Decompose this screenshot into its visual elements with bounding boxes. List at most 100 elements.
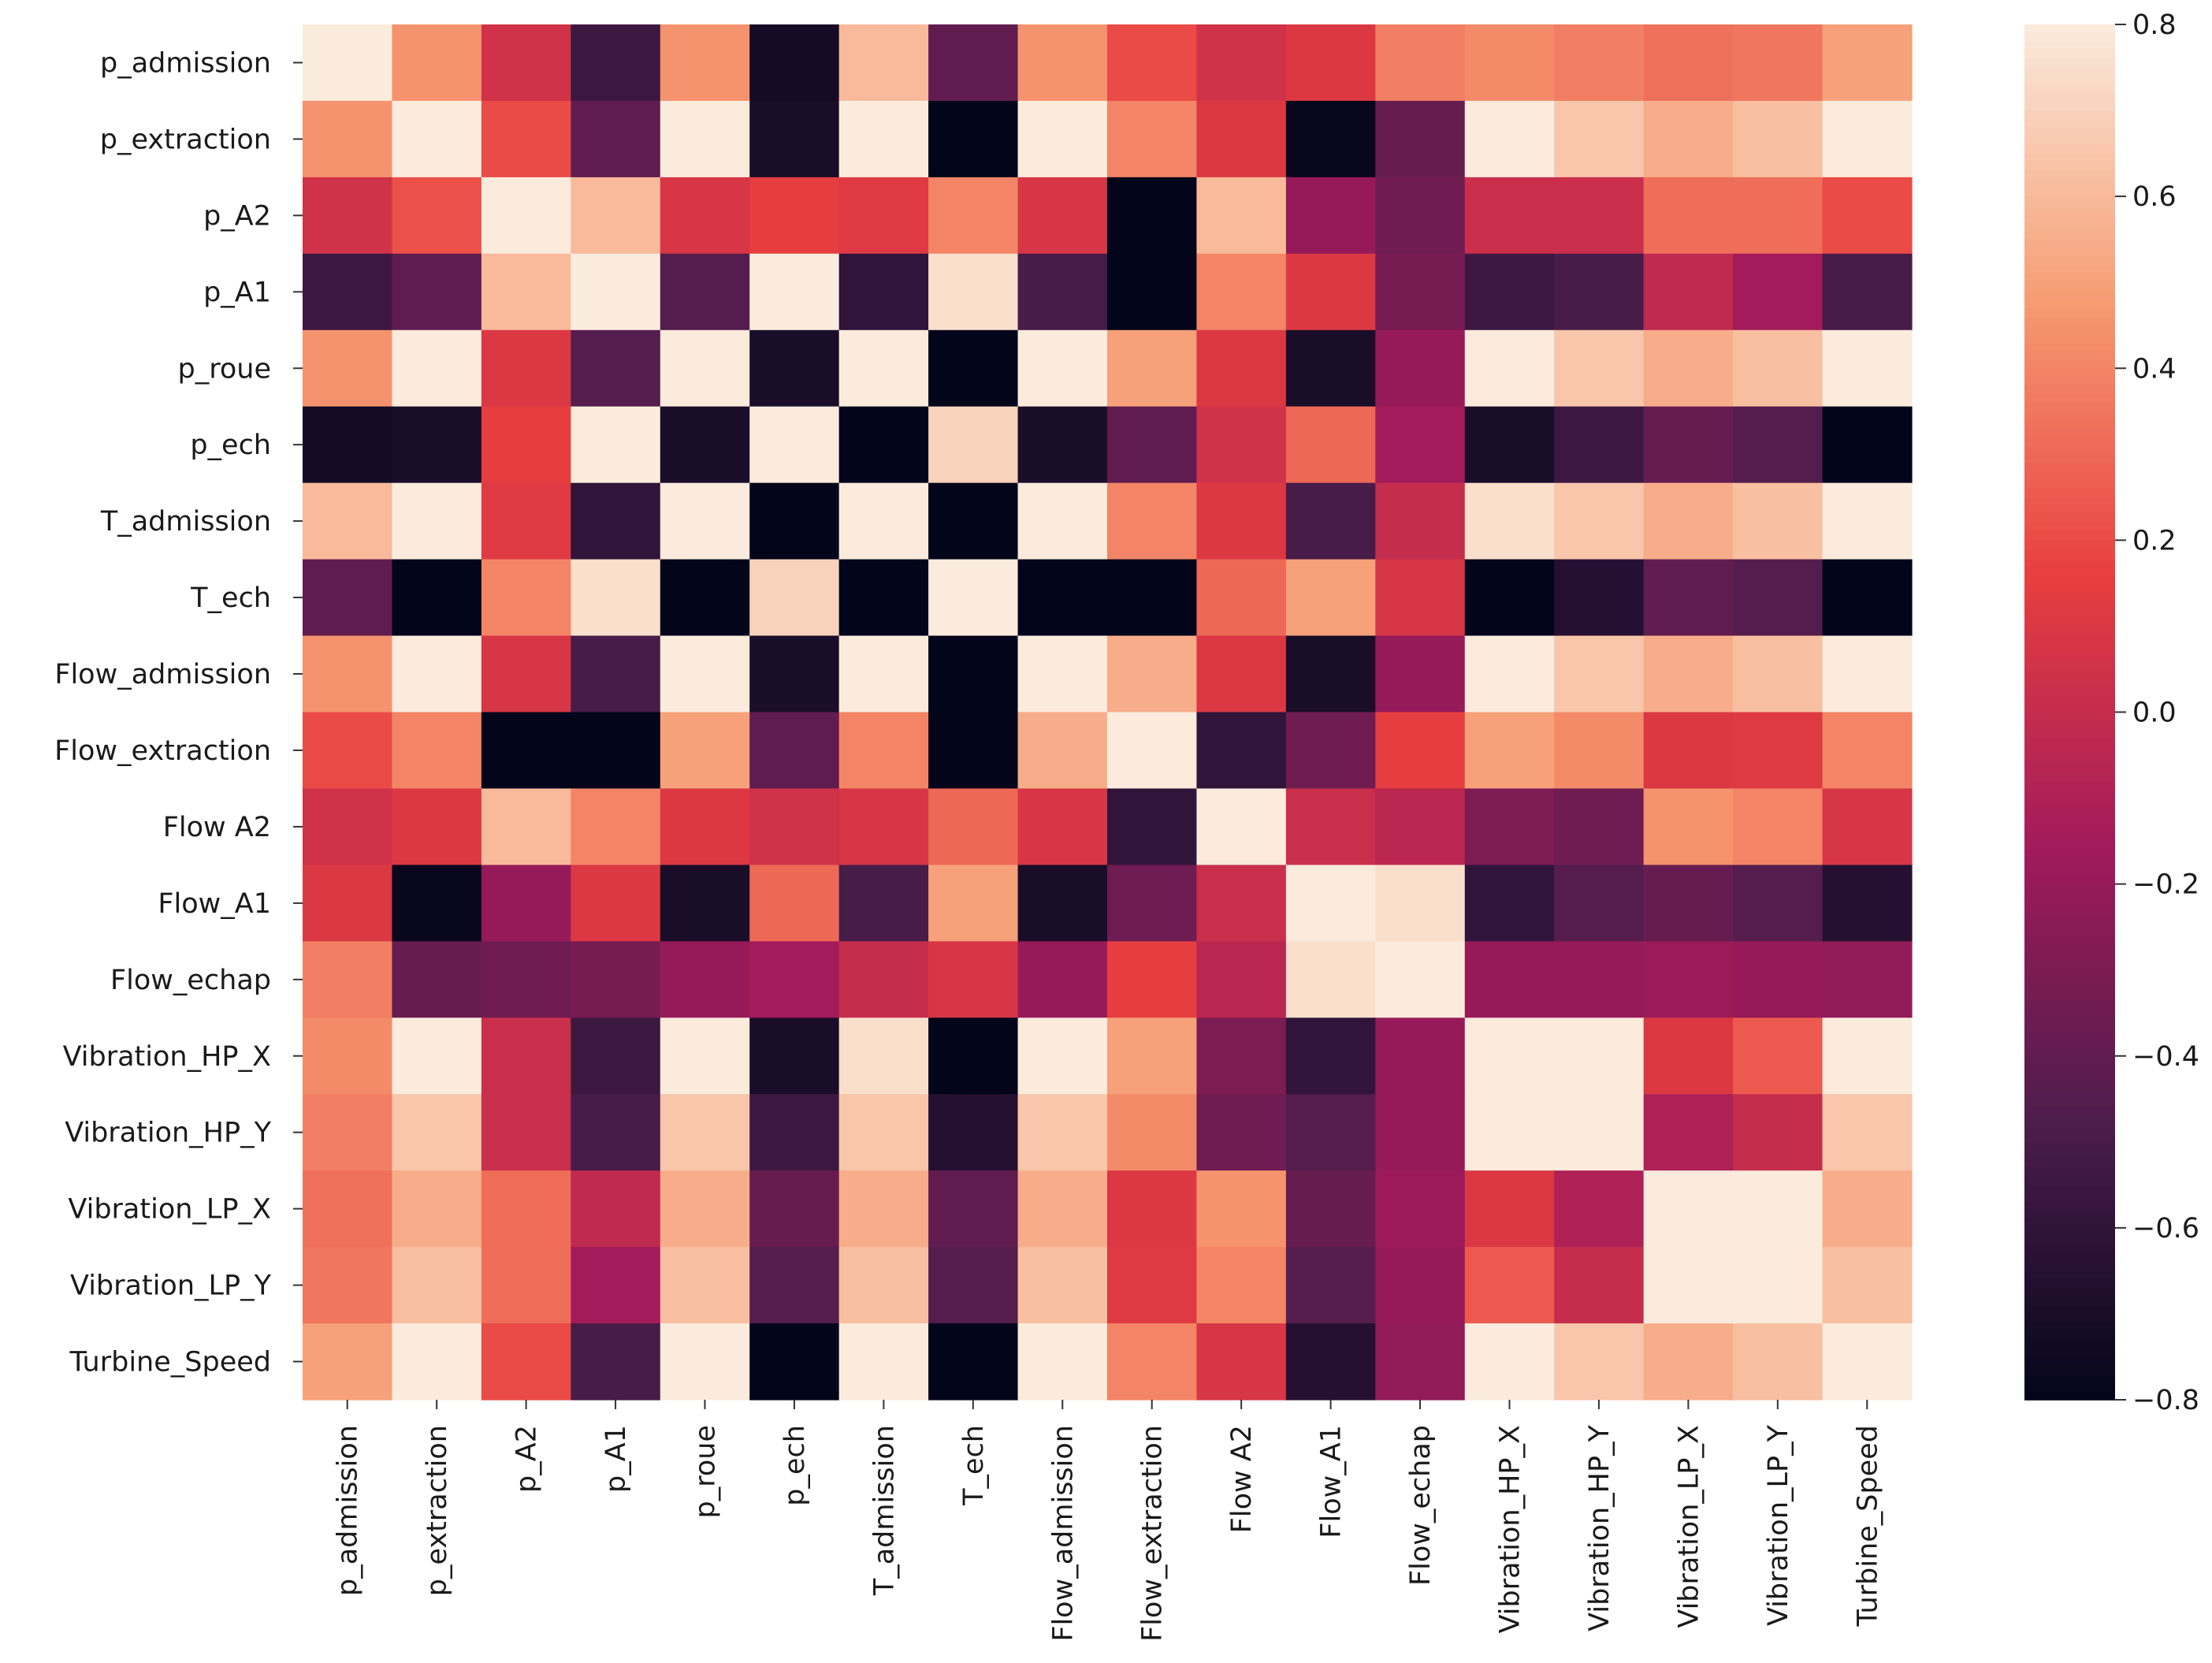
colorbar-tick-label: 0.2 (2132, 525, 2177, 556)
heatmap-cell (660, 865, 750, 942)
colorbar-segment (2024, 1030, 2115, 1040)
heatmap-cell (1196, 100, 1287, 178)
heatmap-cell (1822, 559, 1913, 637)
heatmap-cell (1375, 559, 1466, 637)
heatmap-cell (1643, 1247, 1734, 1324)
colorbar-segment (2024, 342, 2115, 352)
colorbar-segment (2024, 1211, 2115, 1220)
x-tick-label: Flow A2 (1226, 1425, 1258, 1533)
colorbar-segment (2024, 686, 2115, 696)
colorbar-segment (2024, 1288, 2115, 1297)
heatmap-cell (749, 253, 840, 331)
heatmap-cell (1733, 788, 1824, 865)
colorbar-segment (2024, 359, 2115, 370)
colorbar-segment (2024, 927, 2115, 936)
heatmap-cell (1196, 941, 1287, 1018)
heatmap-cell (1017, 100, 1108, 178)
heatmap-cell (1285, 1247, 1376, 1324)
heatmap-cell (660, 635, 750, 713)
heatmap-cell (1822, 712, 1913, 790)
heatmap-cell (1464, 482, 1555, 560)
heatmap-cell (303, 635, 393, 713)
heatmap-cell (571, 559, 661, 637)
heatmap-cell (1643, 24, 1734, 102)
heatmap-cell (1822, 177, 1913, 255)
heatmap-cell (838, 712, 929, 790)
colorbar-segment (2024, 1099, 2115, 1108)
colorbar-segment (2024, 789, 2115, 799)
heatmap-cell (481, 1170, 571, 1248)
heatmap-cell (1733, 635, 1824, 713)
heatmap-cell (1196, 253, 1287, 331)
heatmap-cell (1464, 1170, 1555, 1248)
colorbar-segment (2024, 1047, 2115, 1057)
colorbar-segment (2024, 600, 2115, 610)
colorbar-segment (2024, 1107, 2115, 1117)
colorbar-segment (2024, 1218, 2115, 1229)
colorbar-segment (2024, 1073, 2115, 1083)
colorbar-segment (2024, 841, 2115, 850)
colorbar-segment (2024, 93, 2115, 102)
heatmap-cell (1196, 1170, 1287, 1248)
heatmap-cell (1554, 788, 1645, 865)
heatmap-cell (1464, 406, 1555, 484)
heatmap-cell (1375, 712, 1466, 790)
heatmap-cell (1375, 1323, 1466, 1401)
heatmap-cell (838, 1094, 929, 1171)
x-tick-label: Flow_A1 (1316, 1425, 1348, 1538)
colorbar-segment (2024, 1133, 2115, 1143)
heatmap-cell (1107, 24, 1198, 102)
heatmap-cells (303, 24, 1913, 1401)
colorbar-segment (2024, 617, 2115, 627)
colorbar-segment (2024, 824, 2115, 833)
colorbar-segment (2024, 497, 2115, 507)
heatmap-cell (481, 1018, 571, 1095)
heatmap-cell (749, 482, 840, 560)
heatmap-cell (1285, 406, 1376, 484)
heatmap-cell (1554, 253, 1645, 331)
heatmap-cell (1196, 1094, 1287, 1171)
x-tick-label: p_A2 (511, 1425, 543, 1493)
colorbar-segment (2024, 910, 2115, 920)
heatmap-cell (838, 253, 929, 331)
colorbar-segment (2024, 634, 2115, 645)
heatmap-cell (392, 865, 482, 942)
colorbar-segment (2024, 239, 2115, 249)
y-tick-label: Flow_admission (54, 659, 271, 690)
heatmap-cell (1643, 406, 1734, 484)
heatmap-cell (1554, 1323, 1645, 1401)
colorbar-segment (2024, 1185, 2115, 1195)
colorbar-segment (2024, 24, 2115, 34)
heatmap-cell (303, 559, 393, 637)
heatmap-cell (1733, 559, 1824, 637)
heatmap-cell (1285, 1018, 1376, 1095)
colorbar-segment (2024, 1253, 2115, 1263)
colorbar-segment (2024, 746, 2115, 756)
heatmap-cell (1107, 865, 1198, 942)
colorbar-segment (2024, 1305, 2115, 1315)
colorbar-segment (2024, 1081, 2115, 1092)
heatmap-cell (1643, 865, 1734, 942)
heatmap-cell (392, 177, 482, 255)
y-tick-label: T_ech (190, 582, 271, 614)
colorbar-segment (2024, 488, 2115, 498)
heatmap-cell (303, 1323, 393, 1401)
heatmap-cell (749, 1170, 840, 1248)
heatmap-cell (1375, 941, 1466, 1018)
heatmap-cell (749, 1323, 840, 1401)
heatmap-cell (1017, 1323, 1108, 1401)
colorbar-segment (2024, 677, 2115, 687)
colorbar-segment (2024, 1313, 2115, 1323)
heatmap-cell (749, 329, 840, 407)
colorbar-segment (2024, 393, 2115, 404)
heatmap-cell (1554, 712, 1645, 790)
heatmap-cell (303, 329, 393, 407)
colorbar-segment (2024, 282, 2115, 292)
colorbar-segment (2024, 1193, 2115, 1203)
colorbar-segment (2024, 943, 2115, 954)
heatmap-cell (1375, 406, 1466, 484)
heatmap-cell (1107, 177, 1198, 255)
heatmap-cell (1733, 941, 1824, 1018)
heatmap-cell (392, 1323, 482, 1401)
heatmap-cell (1554, 329, 1645, 407)
